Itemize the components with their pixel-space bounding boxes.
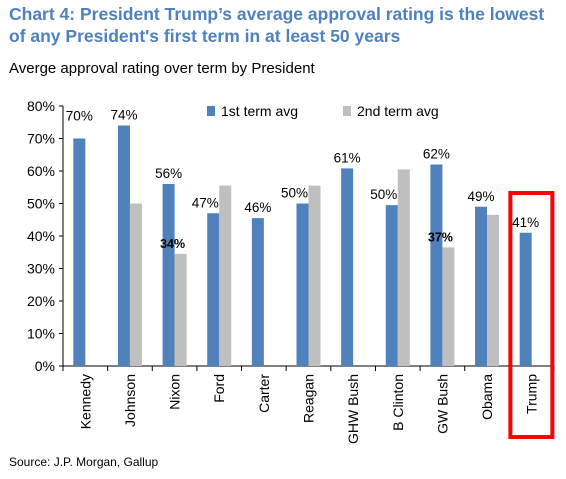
x-category-label: Carter	[256, 374, 272, 413]
bar-first-term	[162, 184, 175, 366]
data-label: 47%	[192, 195, 219, 210]
data-label: 62%	[423, 147, 450, 162]
data-label: 70%	[66, 109, 93, 124]
legend-label: 1st term avg	[221, 103, 298, 119]
legend: 1st term avg 2nd term avg	[207, 103, 439, 119]
y-tick-label: 60%	[27, 163, 55, 179]
x-category-label: Ford	[211, 374, 227, 403]
bar-first-term	[251, 218, 264, 366]
legend-label: 2nd term avg	[357, 103, 439, 119]
bar-second-term	[442, 247, 455, 366]
x-category-label: Trump	[524, 374, 540, 414]
legend-swatch	[207, 106, 215, 116]
bar-second-term	[308, 185, 321, 366]
y-tick-label: 50%	[27, 196, 55, 212]
x-category-label: GW Bush	[434, 374, 450, 434]
axes: 0% 10% 20% 30% 40% 50% 60% 70% 80% Kennedy Johnson…	[27, 98, 555, 444]
x-category-label: Nixon	[167, 374, 183, 410]
y-tick-label: 30%	[27, 261, 55, 277]
bar-second-term	[487, 214, 500, 366]
bars	[73, 125, 532, 366]
bar-first-term	[296, 203, 309, 366]
y-tick-label: 40%	[27, 228, 55, 244]
y-tick-label: 80%	[27, 98, 55, 114]
x-category-label: GHW Bush	[345, 374, 361, 444]
bar-first-term	[430, 164, 443, 366]
x-category-label: Johnson	[122, 374, 138, 427]
data-label: 74%	[110, 108, 137, 123]
data-label: 37%	[428, 230, 453, 244]
chart-subtitle: Averge approval rating over term by Pres…	[9, 60, 315, 77]
data-label: 56%	[155, 166, 182, 181]
y-tick-label: 20%	[27, 293, 55, 309]
bar-first-term	[385, 205, 398, 366]
y-tick-label: 0%	[35, 358, 55, 374]
x-category-label: Reagan	[301, 374, 317, 423]
chart-title: Chart 4: President Trump’s average appro…	[9, 4, 545, 46]
data-label: 41%	[512, 215, 539, 230]
source-note: Source: J.P. Morgan, Gallup	[9, 455, 159, 469]
bar-second-term	[397, 169, 410, 366]
x-category-label: Obama	[479, 374, 495, 420]
data-labels: 70% 74% 56% 34% 47% 46% 50% 61% 50% 62% 37% 49% 41%	[66, 108, 539, 251]
data-label: 49%	[468, 189, 495, 204]
bar-second-term	[129, 203, 142, 366]
data-label: 46%	[244, 200, 271, 215]
bar-first-term	[341, 168, 354, 366]
highlight	[508, 191, 555, 439]
bar-first-term	[207, 213, 220, 366]
y-tick-label: 10%	[27, 326, 55, 342]
highlight-box	[508, 191, 555, 439]
y-tick-label: 70%	[27, 131, 55, 147]
bar-first-term	[117, 125, 130, 366]
data-label: 50%	[281, 186, 308, 201]
legend-swatch	[343, 106, 351, 116]
bar-first-term	[475, 206, 488, 366]
x-category-label: B Clinton	[390, 374, 406, 431]
bar-second-term	[174, 253, 187, 366]
x-category-label: Kennedy	[77, 374, 93, 429]
bar-first-term	[519, 232, 532, 366]
bar-first-term	[73, 138, 86, 366]
data-label: 50%	[370, 187, 397, 202]
bar-second-term	[219, 185, 232, 366]
data-label: 61%	[334, 150, 361, 165]
data-label: 34%	[160, 237, 185, 251]
